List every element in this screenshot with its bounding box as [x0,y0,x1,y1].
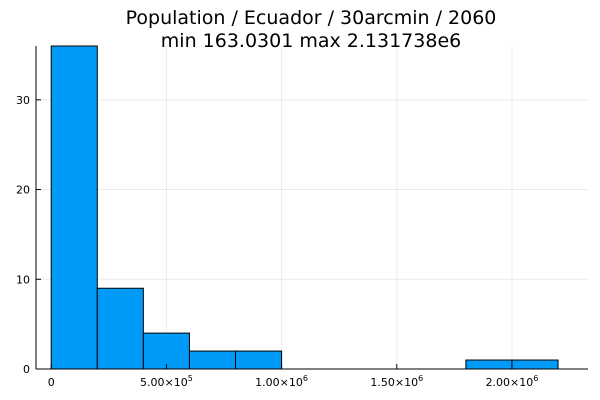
chart-title-line2: min 163.0301 max 2.131738e6 [161,30,461,52]
histogram-bar [235,350,283,370]
histogram-bar [511,359,559,370]
histogram-bar [465,359,513,370]
y-tick-labels: 0 10 20 30 [16,94,30,376]
x-tick-label: 5.00×105 [140,374,193,389]
x-tick-label: 0 [48,376,55,389]
histogram-bar [142,332,190,370]
chart-title-line1: Population / Ecuador / 30arcmin / 2060 [126,7,497,29]
x-tick-label: 1.50×106 [370,374,423,389]
x-tick-label: 1.00×106 [255,374,308,389]
bars [50,45,559,370]
x-tick-label: 2.00×106 [486,374,539,389]
axes [35,46,588,370]
y-tick-label: 20 [16,184,30,197]
histogram-bar [96,287,144,370]
x-tick-labels: 0 5.00×105 1.00×106 1.50×106 2.00×106 [48,374,539,389]
y-tick-label: 0 [23,363,30,376]
histogram-bar [188,350,237,370]
histogram-bar [50,45,98,370]
y-tick-label: 30 [16,94,30,107]
y-tick-label: 10 [16,273,30,286]
